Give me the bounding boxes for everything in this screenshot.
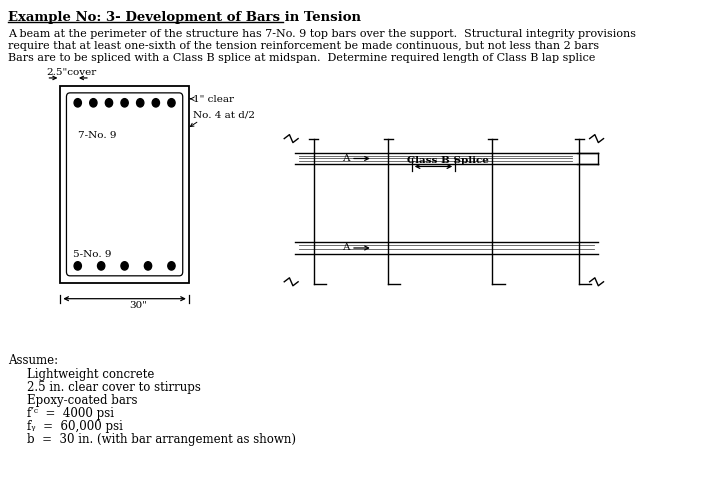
Circle shape [74, 262, 81, 270]
Circle shape [168, 262, 175, 270]
Text: 5-No. 9: 5-No. 9 [74, 250, 112, 259]
Text: Example No: 3- Development of Bars in Tension: Example No: 3- Development of Bars in Te… [8, 11, 362, 24]
Text: Assume:: Assume: [8, 354, 58, 368]
Text: Bars are to be spliced with a Class B splice at midspan.  Determine required len: Bars are to be spliced with a Class B sp… [8, 53, 596, 63]
Text: No. 4 at d/2: No. 4 at d/2 [193, 111, 255, 120]
Circle shape [105, 98, 112, 107]
Text: Lightweight concrete: Lightweight concrete [27, 368, 155, 381]
Text: 1" clear: 1" clear [193, 95, 234, 104]
Circle shape [90, 98, 97, 107]
Text: 2.5"cover: 2.5"cover [46, 68, 97, 77]
Circle shape [145, 262, 152, 270]
Circle shape [137, 98, 144, 107]
Text: 30": 30" [129, 301, 147, 310]
Circle shape [98, 262, 105, 270]
Text: Class B Splice: Class B Splice [407, 156, 489, 166]
Text: A: A [342, 154, 350, 163]
FancyBboxPatch shape [67, 93, 183, 276]
Text: 7-No. 9: 7-No. 9 [78, 131, 117, 140]
Circle shape [152, 98, 159, 107]
Circle shape [168, 98, 175, 107]
Bar [60, 86, 189, 283]
Text: A beam at the perimeter of the structure has 7-No. 9 top bars over the support. : A beam at the perimeter of the structure… [8, 29, 636, 39]
Text: b  =  30 in. (with bar arrangement as shown): b = 30 in. (with bar arrangement as show… [27, 433, 296, 446]
Text: A: A [342, 244, 350, 252]
Circle shape [121, 98, 128, 107]
Circle shape [121, 262, 128, 270]
Text: Epoxy-coated bars: Epoxy-coated bars [27, 394, 138, 407]
Text: 2.5 in. clear cover to stirrups: 2.5 in. clear cover to stirrups [27, 381, 201, 394]
Text: f′ᶜ  =  4000 psi: f′ᶜ = 4000 psi [27, 407, 114, 420]
Text: fᵧ  =  60,000 psi: fᵧ = 60,000 psi [27, 420, 124, 433]
Circle shape [74, 98, 81, 107]
Text: require that at least one-sixth of the tension reinforcement be made continuous,: require that at least one-sixth of the t… [8, 41, 600, 51]
